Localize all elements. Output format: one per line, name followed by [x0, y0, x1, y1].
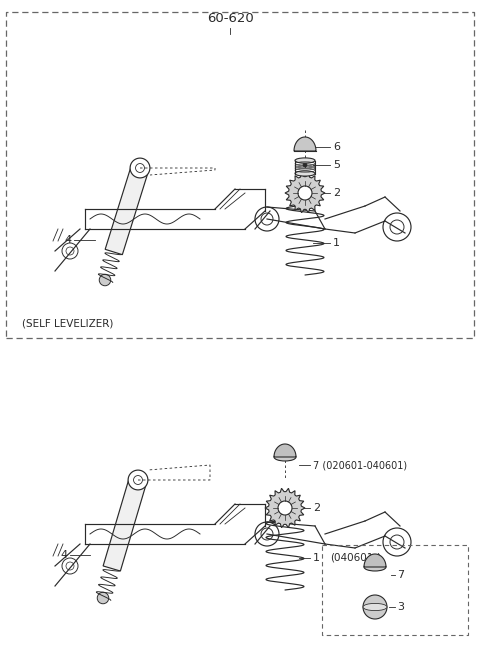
- Polygon shape: [364, 554, 386, 567]
- Circle shape: [62, 558, 78, 574]
- Ellipse shape: [274, 453, 296, 461]
- Circle shape: [66, 562, 74, 570]
- Circle shape: [390, 535, 404, 549]
- Text: 7: 7: [397, 570, 404, 580]
- Polygon shape: [103, 478, 146, 571]
- Text: 2: 2: [313, 503, 320, 513]
- Text: 2: 2: [333, 188, 340, 198]
- Circle shape: [278, 501, 292, 515]
- Text: 4: 4: [61, 550, 68, 560]
- Circle shape: [390, 220, 404, 234]
- Circle shape: [363, 595, 387, 619]
- Ellipse shape: [295, 158, 315, 163]
- Text: 1: 1: [313, 553, 320, 563]
- Text: 7 (020601-040601): 7 (020601-040601): [313, 460, 407, 470]
- Text: (040601-): (040601-): [330, 552, 381, 562]
- Polygon shape: [294, 137, 316, 151]
- Circle shape: [99, 274, 111, 286]
- Text: 1: 1: [333, 238, 340, 248]
- Polygon shape: [105, 165, 149, 255]
- Circle shape: [255, 207, 279, 231]
- Circle shape: [298, 186, 312, 200]
- Circle shape: [383, 213, 411, 241]
- Text: 6: 6: [333, 142, 340, 152]
- Circle shape: [62, 243, 78, 259]
- Polygon shape: [285, 173, 325, 213]
- Circle shape: [261, 528, 273, 540]
- Text: 3: 3: [397, 602, 404, 612]
- Text: 5: 5: [333, 160, 340, 170]
- Ellipse shape: [364, 563, 386, 571]
- Circle shape: [133, 476, 143, 484]
- Circle shape: [97, 592, 109, 604]
- Polygon shape: [265, 488, 305, 527]
- Polygon shape: [274, 444, 296, 457]
- Circle shape: [383, 528, 411, 556]
- Circle shape: [130, 158, 150, 178]
- Circle shape: [261, 213, 273, 225]
- Text: 60-620: 60-620: [206, 12, 253, 24]
- Circle shape: [135, 163, 144, 173]
- Ellipse shape: [363, 604, 387, 611]
- Circle shape: [303, 163, 307, 167]
- Circle shape: [255, 522, 279, 546]
- Circle shape: [66, 247, 74, 255]
- Circle shape: [128, 470, 148, 490]
- Text: 4: 4: [65, 235, 72, 245]
- Ellipse shape: [295, 171, 315, 176]
- Text: (SELF LEVELIZER): (SELF LEVELIZER): [22, 319, 113, 329]
